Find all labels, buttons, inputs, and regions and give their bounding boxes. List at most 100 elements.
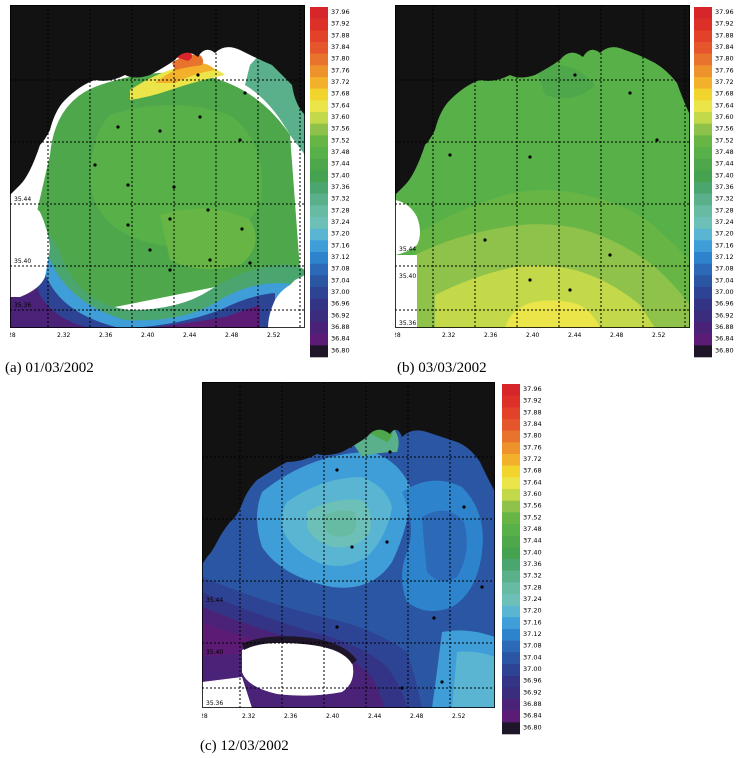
- panel-a-lon-tick: 2.40: [141, 332, 155, 339]
- colorbar-swatch: [694, 322, 712, 334]
- colorbar-swatch: [310, 18, 328, 31]
- colorbar-swatch: [310, 112, 328, 124]
- caption-a: (a) 01/03/2002: [5, 360, 94, 376]
- colorbar-swatch: [502, 629, 520, 641]
- panel-b-lon-tick: 2.44: [568, 332, 582, 339]
- colorbar-swatch: [694, 135, 712, 148]
- panel-b-grid: [395, 5, 690, 328]
- colorbar-swatch: [502, 454, 520, 466]
- panel-c-lat-tick: 35.36: [206, 700, 223, 707]
- colorbar-swatch: [310, 135, 328, 148]
- colorbar-label: 37.04: [523, 653, 542, 661]
- colorbar-label: 37.92: [331, 20, 350, 28]
- colorbar-swatch: [502, 699, 520, 711]
- colorbar-swatch: [502, 419, 520, 431]
- colorbar-label: 37.36: [523, 560, 542, 568]
- panel-a: 28 2.32 2.36 2.40 2.44 2.48 2.52 35.44 3…: [10, 5, 375, 357]
- colorbar-swatch: [502, 570, 520, 583]
- colorbar-swatch: [694, 310, 712, 323]
- colorbar-label: 37.16: [715, 241, 734, 249]
- colorbar-swatch: [502, 430, 520, 443]
- panel-a-grid: [10, 5, 305, 328]
- colorbar-swatch: [502, 617, 520, 630]
- colorbar-label: 37.16: [331, 241, 350, 249]
- colorbar-swatch: [694, 252, 712, 264]
- panel-c-lat-tick: 35.40: [206, 649, 223, 656]
- colorbar-label: 37.92: [715, 20, 734, 28]
- colorbar-label: 37.44: [331, 160, 350, 168]
- colorbar-label: 37.80: [523, 432, 542, 440]
- colorbar-label: 37.36: [715, 183, 734, 191]
- colorbar-swatch: [502, 710, 520, 723]
- colorbar-swatch: [310, 333, 328, 346]
- colorbar-swatch: [310, 310, 328, 323]
- colorbar-swatch: [502, 524, 520, 536]
- panel-c-lon-tick: 2.36: [284, 713, 298, 720]
- colorbar-swatch: [502, 640, 520, 653]
- panel-a-lon-tick: 2.32: [57, 332, 71, 339]
- colorbar-label: 37.76: [331, 66, 350, 74]
- colorbar-label: 37.36: [331, 183, 350, 191]
- panel-a-stations: [93, 73, 252, 272]
- colorbar-label: 37.04: [715, 276, 734, 284]
- panel-a-svg: 28 2.32 2.36 2.40 2.44 2.48 2.52 35.44 3…: [10, 5, 305, 339]
- panel-a-lon-tick: 2.44: [183, 332, 197, 339]
- colorbar-swatch: [694, 147, 712, 159]
- colorbar-label: 37.16: [523, 618, 542, 626]
- colorbar-swatch: [310, 88, 328, 101]
- colorbar-swatch: [310, 252, 328, 264]
- colorbar-label: 37.68: [715, 90, 734, 98]
- panel-b-lat-tick: 35.40: [399, 273, 416, 280]
- panel-b-colorbar: 37.96 37.92 37.88 37.84 37.80 37.76 37.72 37.68…: [694, 5, 741, 365]
- colorbar-swatch: [694, 100, 712, 113]
- colorbar-label: 37.48: [715, 148, 734, 156]
- colorbar-label: 37.88: [523, 408, 542, 416]
- colorbar-label: 37.08: [715, 265, 734, 273]
- colorbar-label: 37.60: [331, 113, 350, 121]
- colorbar-label: 37.52: [715, 136, 734, 144]
- panel-b: 28 2.32 2.36 2.40 2.44 2.48 2.52 35.44 3…: [395, 5, 695, 357]
- colorbar-swatch: [502, 605, 520, 618]
- panel-b-lon-tick: 2.40: [526, 332, 540, 339]
- colorbar-label: 37.56: [523, 502, 542, 510]
- colorbar-label: 37.48: [523, 525, 542, 533]
- colorbar-label: 37.60: [523, 490, 542, 498]
- panel-c-stations: [335, 450, 484, 690]
- panel-c-lon-tick: 2.40: [326, 713, 340, 720]
- colorbar-label: 37.56: [331, 125, 350, 133]
- panel-c-lat-tick: 35.44: [206, 597, 223, 604]
- colorbar-swatch: [694, 275, 712, 288]
- colorbar-label: 36.96: [331, 300, 350, 308]
- colorbar-label: 36.96: [715, 300, 734, 308]
- colorbar-label: 37.32: [715, 195, 734, 203]
- colorbar-swatch: [502, 489, 520, 501]
- colorbar-swatch: [694, 345, 712, 358]
- colorbar-label: 37.56: [715, 125, 734, 133]
- colorbar-swatch: [694, 7, 712, 19]
- colorbar-swatch: [694, 112, 712, 124]
- colorbar-label: 36.88: [715, 323, 734, 331]
- panel-c-lon-tick: 28: [202, 713, 208, 720]
- colorbar-swatch: [502, 384, 520, 396]
- colorbar-label: 37.44: [523, 537, 542, 545]
- colorbar-label: 37.68: [331, 90, 350, 98]
- colorbar-swatch: [694, 18, 712, 31]
- colorbar-label: 36.84: [715, 335, 734, 343]
- colorbar-label: 36.84: [523, 712, 542, 720]
- colorbar-label: 37.96: [715, 8, 734, 16]
- colorbar-swatch: [310, 170, 328, 183]
- colorbar-label: 37.72: [715, 78, 734, 86]
- colorbar-swatch: [310, 322, 328, 334]
- colorbar-swatch: [310, 205, 328, 218]
- colorbar-swatch: [502, 477, 520, 490]
- panel-c-lon-tick: 2.52: [452, 713, 466, 720]
- panel-b-lon-tick: 2.36: [484, 332, 498, 339]
- colorbar-swatch: [502, 547, 520, 560]
- colorbar-swatch: [310, 77, 328, 89]
- colorbar-swatch: [694, 333, 712, 346]
- panel-a-lon-tick: 2.52: [267, 332, 281, 339]
- colorbar-label: 36.92: [715, 311, 734, 319]
- colorbar-label: 37.72: [523, 455, 542, 463]
- colorbar-label: 37.24: [331, 218, 350, 226]
- colorbar-swatch: [310, 123, 328, 136]
